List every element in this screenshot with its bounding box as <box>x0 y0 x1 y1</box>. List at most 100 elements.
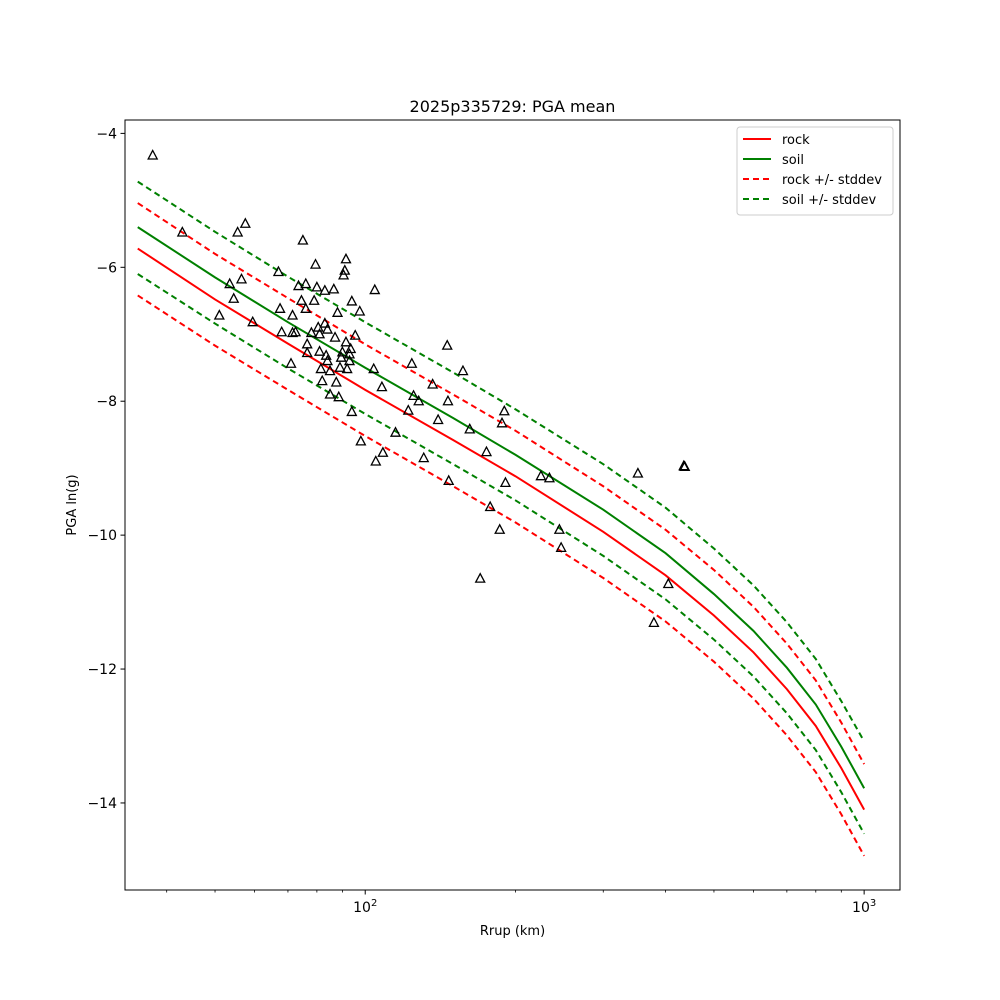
observation-point <box>313 327 326 339</box>
observation-point <box>330 376 342 387</box>
observation-point <box>402 404 414 415</box>
observation-point <box>340 252 352 264</box>
x-tick-label: 102 <box>353 898 377 916</box>
observation-point <box>377 446 389 457</box>
observation-point <box>349 329 361 340</box>
y-tick-label: −4 <box>96 126 117 142</box>
observation-point <box>632 467 644 478</box>
x-tick-label: 103 <box>852 898 876 916</box>
observation-point <box>474 572 486 583</box>
observation-point <box>335 351 347 362</box>
observation-point <box>297 234 309 245</box>
observation-point <box>176 226 188 237</box>
observation-point <box>232 226 244 237</box>
observation-point <box>315 362 327 374</box>
observation-point <box>427 378 439 389</box>
x-axis-label: Rrup (km) <box>480 924 545 939</box>
observation-point <box>334 361 346 372</box>
series-line-rock <box>137 247 866 811</box>
observation-point <box>553 523 565 534</box>
y-tick-label: −6 <box>96 260 117 276</box>
observation-point <box>464 422 476 434</box>
observation-point <box>289 325 302 337</box>
series-line-soil <box>137 226 866 789</box>
observation-point <box>272 265 285 277</box>
series-line-rock-stddevlower <box>137 294 866 857</box>
legend-box <box>736 126 894 216</box>
observation-point <box>343 354 356 366</box>
observation-point <box>376 380 388 392</box>
observation-point <box>274 302 286 313</box>
observation-point <box>457 364 469 376</box>
observation-point <box>300 277 312 289</box>
observation-point <box>345 342 357 354</box>
observation-point <box>239 217 251 228</box>
observation-point <box>413 394 425 406</box>
observation-point <box>543 471 556 483</box>
observation-point <box>370 455 382 466</box>
observation-point <box>309 258 322 269</box>
observation-point <box>346 295 358 306</box>
series-line-soil-stddevlower <box>137 273 866 835</box>
observation-point <box>343 347 356 359</box>
legend-label: rock +/- stddev <box>782 173 882 188</box>
y-tick-label: −12 <box>87 662 117 678</box>
observation-point <box>441 339 453 350</box>
observation-point <box>331 306 344 317</box>
observation-point <box>368 362 380 374</box>
observation-point <box>443 474 455 486</box>
observation-point <box>228 292 240 303</box>
observation-point <box>354 305 366 316</box>
legend-label: soil +/- stddev <box>782 193 877 208</box>
legend: rock soil rock +/- stddev soil +/- stddev <box>736 126 894 216</box>
observation-point <box>555 541 567 552</box>
observation-point <box>319 317 331 328</box>
observation-point <box>406 357 418 368</box>
observation-point <box>286 326 299 338</box>
observation-point <box>498 404 510 416</box>
legend-label: rock <box>782 133 810 148</box>
observation-point <box>276 325 288 337</box>
y-axis-label: PGA ln(g) <box>65 474 80 535</box>
observation-point <box>247 315 259 327</box>
observation-point <box>285 357 297 368</box>
observation-point <box>535 469 547 481</box>
observation-point <box>339 264 351 275</box>
observation-point <box>407 389 420 401</box>
observation-point <box>432 413 444 425</box>
observation-point <box>295 294 308 305</box>
observation-point <box>313 345 326 356</box>
observation-point <box>301 346 313 358</box>
observation-point <box>324 364 336 376</box>
observation-point <box>300 302 312 313</box>
observation-point <box>679 460 691 471</box>
observation-point <box>305 326 317 338</box>
observation-point <box>319 284 331 295</box>
observation-point <box>442 394 454 406</box>
observation-point <box>480 445 493 457</box>
observation-point <box>311 281 323 292</box>
observation-point <box>418 451 430 463</box>
legend-label: soil <box>782 153 804 168</box>
observation-point <box>662 577 674 589</box>
y-tick-label: −14 <box>87 796 117 812</box>
observation-point <box>321 323 334 334</box>
observation-point <box>355 435 367 446</box>
observation-point <box>389 426 402 437</box>
observation-point <box>484 500 496 512</box>
observation-point <box>292 279 305 291</box>
chart-title: 2025p335729: PGA mean <box>410 97 616 116</box>
observation-point <box>499 476 512 488</box>
y-tick-label: −10 <box>87 528 117 544</box>
plot-area <box>124 119 901 891</box>
observation-point <box>341 362 353 374</box>
series-line-rock-stddevupper <box>137 202 866 765</box>
plot-frame <box>124 119 901 891</box>
observation-point <box>308 294 320 305</box>
observation-point <box>336 345 348 357</box>
observation-point <box>316 374 328 386</box>
observation-point <box>213 309 225 320</box>
x-axis: 102 103 <box>166 890 876 916</box>
y-tick-label: −8 <box>96 394 117 410</box>
